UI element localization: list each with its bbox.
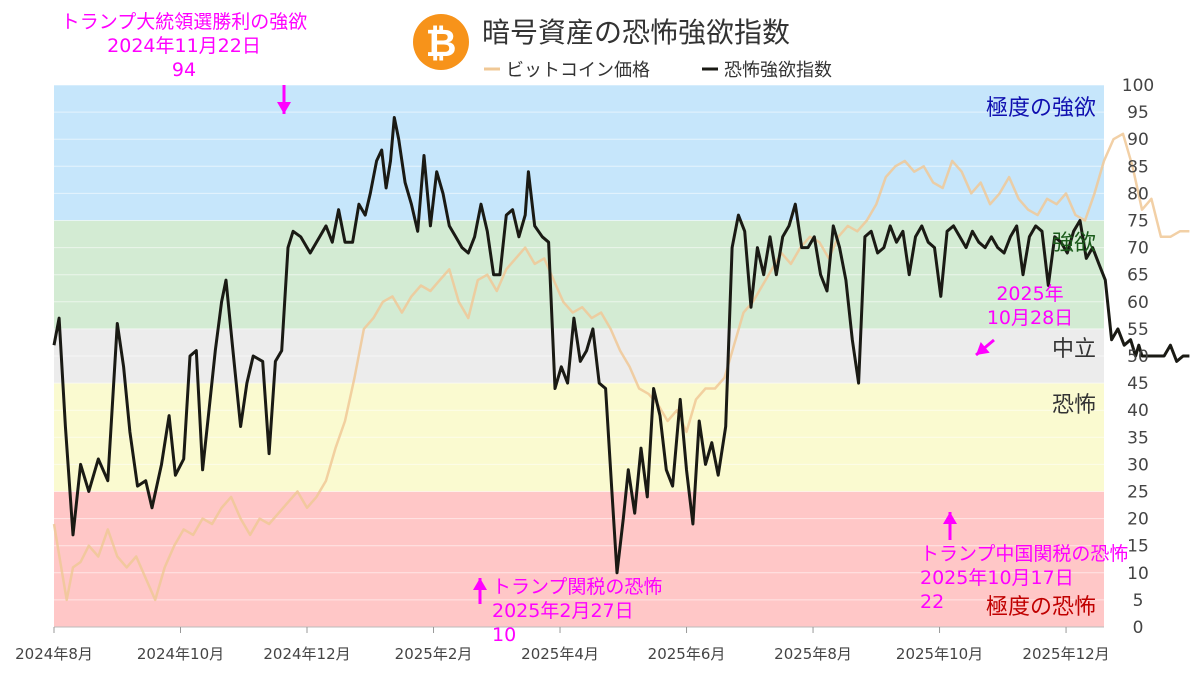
legend: ビットコイン価格 恐怖強欲指数: [484, 60, 832, 81]
y-tick-label-55: 55: [1127, 320, 1149, 340]
annotation-2-arrow-head: [943, 512, 957, 524]
zone-band-4: [54, 85, 1104, 221]
y-axis: 0 5 10 15 20 25 30 35 40 45 50 55 60 65 70 75 80 85 90 95 10…: [1122, 76, 1154, 638]
svg-text:₿: ₿: [426, 21, 457, 65]
grid-layer: [54, 84, 1104, 628]
x-tick-label-7: 2025年10月: [896, 645, 983, 663]
zone-label-layer: 極度の恐怖 恐怖 中立 強欲 極度の強欲: [986, 96, 1096, 620]
y-tick-label-20: 20: [1127, 510, 1149, 530]
chart-title-group: ₿ 暗号資産の恐怖強欲指数: [413, 14, 790, 70]
y-tick-label-15: 15: [1127, 537, 1149, 557]
annotation-1-arrow-head: [473, 578, 487, 590]
annotation-2-line-1: 2025年10月17日: [920, 567, 1074, 589]
zone-label-0: 極度の恐怖: [986, 595, 1096, 620]
y-tick-label-40: 40: [1127, 401, 1149, 421]
bitcoin-price-line: [52, 132, 1190, 602]
y-tick-label-0: 0: [1133, 618, 1144, 638]
y-tick-label-30: 30: [1127, 455, 1149, 475]
annotation-1-line-2: 10: [492, 624, 516, 646]
y-tick-label-50: 50: [1127, 347, 1149, 367]
annotation-1-line-0: トランプ関税の恐怖: [492, 576, 662, 598]
x-tick-label-0: 2024年8月: [15, 645, 93, 663]
y-tick-label-100: 100: [1122, 76, 1154, 96]
x-tick-label-1: 2024年10月: [137, 645, 224, 663]
x-tick-label-8: 2025年12月: [1022, 645, 1109, 663]
annotation-layer: トランプ大統領選勝利の強欲2024年11月22日94トランプ関税の恐怖2025年…: [61, 11, 1129, 646]
y-tick-label-95: 95: [1127, 103, 1149, 123]
annotation-0-arrow-head: [277, 102, 291, 114]
y-tick-label-45: 45: [1127, 374, 1149, 394]
zone-label-4: 極度の強欲: [986, 96, 1096, 121]
annotation-2-line-2: 22: [920, 591, 944, 613]
y-tick-label-90: 90: [1127, 130, 1149, 150]
x-tick-label-5: 2025年6月: [648, 645, 726, 663]
y-tick-label-85: 85: [1127, 157, 1149, 177]
annotation-2-line-0: トランプ中国関税の恐怖: [920, 543, 1128, 565]
y-tick-label-60: 60: [1127, 293, 1149, 313]
y-tick-label-35: 35: [1127, 428, 1149, 448]
x-axis: 2024年8月 2024年10月 2024年12月 2025年2月 2025年4月 202…: [15, 626, 1110, 663]
y-tick-label-5: 5: [1133, 591, 1144, 611]
annotation-3-arrow-head: [976, 341, 990, 355]
y-tick-label-25: 25: [1127, 483, 1149, 503]
fear-greed-line: [52, 116, 1190, 575]
y-tick-label-75: 75: [1127, 212, 1149, 232]
zone-label-2: 中立: [1052, 337, 1096, 362]
series-layer: [52, 116, 1190, 602]
legend-label-btc: ビットコイン価格: [506, 60, 650, 81]
chart-title: 暗号資産の恐怖強欲指数: [482, 16, 790, 49]
x-tick-label-4: 2025年4月: [521, 645, 599, 663]
y-tick-label-10: 10: [1127, 564, 1149, 584]
x-tick-label-2: 2024年12月: [263, 645, 350, 663]
annotation-1-line-1: 2025年2月27日: [492, 600, 634, 622]
zone-label-3: 強欲: [1052, 231, 1096, 256]
x-tick-label-3: 2025年2月: [395, 645, 473, 663]
y-tick-label-65: 65: [1127, 266, 1149, 286]
annotation-0-line-1: 2024年11月22日: [107, 35, 261, 57]
annotation-0-line-0: トランプ大統領選勝利の強欲: [61, 11, 307, 33]
y-tick-label-80: 80: [1127, 184, 1149, 204]
annotation-3-line-1: 10月28日: [987, 307, 1073, 329]
legend-label-fgi: 恐怖強欲指数: [724, 60, 832, 81]
bitcoin-icon: ₿: [413, 14, 469, 70]
y-tick-label-70: 70: [1127, 239, 1149, 259]
zone-label-1: 恐怖: [1052, 393, 1096, 418]
x-tick-label-6: 2025年8月: [774, 645, 852, 663]
annotation-0-line-2: 94: [172, 59, 196, 81]
annotation-3-line-0: 2025年: [996, 283, 1063, 305]
zone-band-0: [54, 491, 1104, 627]
